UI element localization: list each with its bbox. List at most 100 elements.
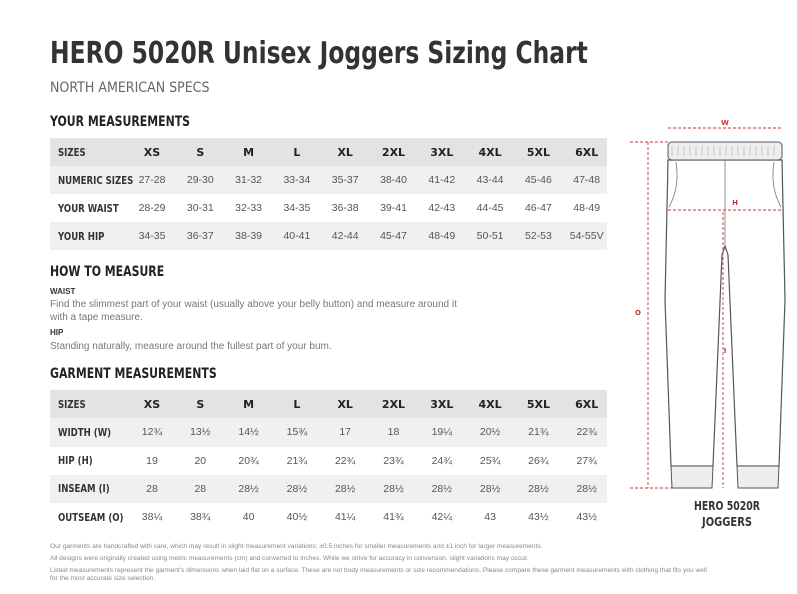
column-header: 4XL bbox=[478, 397, 502, 411]
table-cell: 47-48 bbox=[573, 174, 601, 186]
diagram-label: H bbox=[732, 199, 738, 207]
table-cell: 42-43 bbox=[428, 202, 456, 214]
table-cell: 38-39 bbox=[235, 230, 263, 242]
table-cell: 19¼ bbox=[431, 426, 453, 439]
table-cell: 36-38 bbox=[331, 202, 359, 214]
column-header: M bbox=[243, 145, 255, 159]
table-cell: 24¾ bbox=[431, 454, 453, 467]
table-cell: 17 bbox=[339, 426, 352, 439]
table-cell: 48-49 bbox=[428, 230, 456, 242]
table-cell: 38-40 bbox=[380, 174, 407, 186]
table-cell: 21¾ bbox=[528, 426, 549, 439]
footnote: Listed measurements represent the garmen… bbox=[50, 567, 707, 582]
row-label: HIP (H) bbox=[58, 454, 93, 468]
footnote: All designs were originally created usin… bbox=[50, 555, 529, 562]
table-row: OUTSEAM (O) 38¼ 38¾ 40 40½ 41¼ 41¾ 42¼ 43 43½ 43½ bbox=[50, 503, 607, 532]
table-header: SIZES XS S M L XL 2XL 3XL 4XL 5XL 6XL bbox=[50, 138, 607, 166]
table-cell: 50-51 bbox=[476, 230, 504, 242]
row-label: OUTSEAM (O) bbox=[58, 510, 124, 524]
subtitle: NORTH AMERICAN SPECS bbox=[50, 80, 210, 96]
table-cell: 12¾ bbox=[141, 426, 163, 439]
diagram-label: O bbox=[635, 309, 641, 317]
table-cell: 28½ bbox=[286, 482, 308, 495]
table-cell: 20¾ bbox=[238, 454, 259, 467]
table-cell: 40½ bbox=[286, 511, 308, 524]
table-cell: 26¾ bbox=[528, 454, 549, 467]
table-cell: 46-47 bbox=[524, 202, 552, 214]
table-cell: 38¾ bbox=[190, 511, 211, 524]
table-cell: 25¾ bbox=[479, 454, 501, 467]
diagram-caption: JOGGERS bbox=[701, 515, 752, 529]
column-header: 6XL bbox=[575, 397, 599, 411]
column-header: XL bbox=[337, 397, 353, 411]
table-cell: 35-37 bbox=[331, 174, 359, 186]
row-label: WIDTH (W) bbox=[58, 425, 112, 439]
section-title: GARMENT MEASUREMENTS bbox=[50, 366, 217, 382]
table-cell: 13½ bbox=[190, 426, 211, 439]
table-cell: 28½ bbox=[383, 482, 404, 495]
table-cell: 41¼ bbox=[334, 511, 356, 524]
pants-diagram: W H O I HERO 5020R JOGGERS bbox=[630, 119, 786, 529]
measure-text: Standing naturally, measure around the f… bbox=[50, 341, 332, 352]
column-header: L bbox=[293, 397, 301, 411]
table-cell: 23¾ bbox=[383, 454, 404, 467]
table-cell: 43½ bbox=[528, 511, 549, 524]
column-header: 5XL bbox=[526, 145, 550, 159]
table-header: SIZES XS S M L XL 2XL 3XL 4XL 5XL 6XL bbox=[50, 390, 607, 419]
column-header: 6XL bbox=[575, 145, 599, 159]
row-label: INSEAM (I) bbox=[58, 482, 110, 496]
row-label: NUMERIC SIZES bbox=[58, 173, 134, 187]
column-header: L bbox=[293, 145, 301, 159]
table-row: NUMERIC SIZES 27-28 29-30 31-32 33-34 35-37 38… bbox=[50, 166, 607, 194]
table-cell: 52-53 bbox=[524, 230, 552, 242]
ribbing bbox=[671, 146, 775, 156]
column-header: 2XL bbox=[381, 145, 406, 159]
table-cell: 34-35 bbox=[138, 230, 166, 242]
table-cell: 41-42 bbox=[428, 174, 456, 186]
table-cell: 28½ bbox=[431, 482, 453, 495]
table-cell: 28½ bbox=[576, 482, 597, 495]
column-header: SIZES bbox=[58, 145, 86, 159]
column-header: 2XL bbox=[381, 397, 406, 411]
table-cell: 32-33 bbox=[235, 202, 263, 214]
table-cell: 42¼ bbox=[431, 511, 453, 524]
table-cell: 40-41 bbox=[283, 230, 311, 242]
table-row: YOUR WAIST 28-29 30-31 32-33 34-35 36-38 39-41… bbox=[50, 194, 607, 222]
table-cell: 15¾ bbox=[286, 426, 308, 439]
table-cell: 22¾ bbox=[334, 454, 356, 467]
table-cell: 45-46 bbox=[524, 174, 552, 186]
measure-lines bbox=[630, 127, 784, 489]
column-header: SIZES bbox=[58, 397, 86, 411]
table-cell: 38¼ bbox=[141, 511, 163, 524]
diagram-caption: HERO 5020R bbox=[694, 499, 760, 513]
cuffs bbox=[670, 465, 780, 489]
table-cell: 54-55V bbox=[569, 230, 604, 242]
table-cell: 29-30 bbox=[186, 174, 214, 186]
table-cell: 42-44 bbox=[331, 230, 359, 242]
column-header: 3XL bbox=[430, 397, 454, 411]
table-row: INSEAM (I) 28 28 28½ 28½ 28½ 28½ 28½ 28½ 28½ 28½ bbox=[50, 474, 607, 503]
table-cell: 43-44 bbox=[476, 174, 504, 186]
table-cell: 44-45 bbox=[476, 202, 504, 214]
table-cell: 31-32 bbox=[235, 174, 263, 186]
table-cell: 21¾ bbox=[286, 454, 308, 467]
table-cell: 43 bbox=[484, 511, 496, 524]
table-cell: 30-31 bbox=[186, 202, 214, 214]
table-cell: 41¾ bbox=[383, 511, 404, 524]
table-row: WIDTH (W) 12¾ 13½ 14½ 15¾ 17 18 19¼ 20½ 21¾ 22¾ bbox=[50, 418, 607, 447]
column-header: S bbox=[196, 145, 205, 159]
table-cell: 19 bbox=[146, 454, 158, 467]
measure-label: HIP bbox=[50, 328, 64, 337]
section-title: YOUR MEASUREMENTS bbox=[50, 114, 191, 130]
table-cell: 18 bbox=[387, 426, 400, 439]
title: HERO 5020R Unisex Joggers Sizing Chart bbox=[50, 36, 588, 71]
table-cell: 28½ bbox=[479, 482, 501, 495]
column-header: S bbox=[196, 397, 205, 411]
column-header: XL bbox=[337, 145, 353, 159]
column-header: XS bbox=[143, 397, 161, 411]
table-cell: 34-35 bbox=[283, 202, 311, 214]
table-cell: 14½ bbox=[238, 426, 259, 439]
table-cell: 28½ bbox=[528, 482, 549, 495]
row-label: YOUR HIP bbox=[58, 229, 105, 243]
